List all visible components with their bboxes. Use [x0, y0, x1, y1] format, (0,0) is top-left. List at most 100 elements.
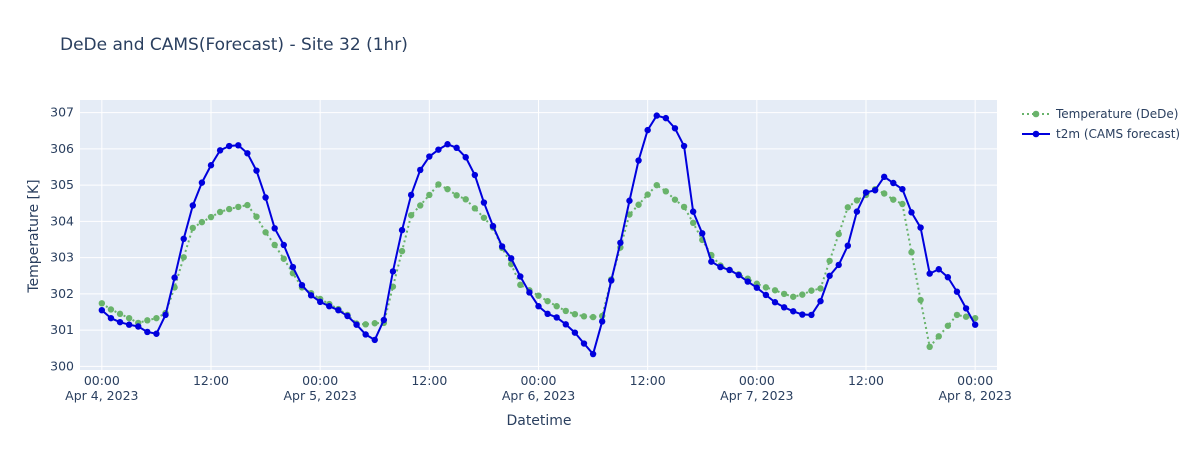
data-point[interactable] [935, 333, 942, 340]
data-point[interactable] [326, 303, 333, 310]
data-point[interactable] [116, 318, 124, 326]
data-point[interactable] [125, 314, 133, 322]
data-point[interactable] [153, 314, 160, 322]
data-point[interactable] [144, 328, 151, 336]
data-point[interactable] [626, 197, 633, 204]
data-point[interactable] [589, 313, 597, 321]
data-point[interactable] [589, 350, 597, 358]
data-point[interactable] [225, 205, 233, 213]
data-point[interactable] [371, 336, 378, 344]
data-point[interactable] [362, 321, 369, 328]
data-point[interactable] [608, 277, 615, 284]
data-point[interactable] [144, 317, 151, 324]
data-point[interactable] [298, 281, 306, 289]
data-point[interactable] [180, 235, 187, 243]
data-point[interactable] [135, 323, 142, 330]
data-point[interactable] [444, 141, 451, 148]
data-point[interactable] [116, 310, 124, 318]
data-point[interactable] [771, 287, 779, 294]
data-point[interactable] [244, 150, 251, 157]
data-point[interactable] [271, 241, 278, 249]
data-point[interactable] [580, 340, 588, 347]
data-point[interactable] [426, 191, 433, 199]
data-point[interactable] [362, 331, 369, 338]
data-point[interactable] [953, 288, 961, 295]
data-point[interactable] [189, 224, 197, 232]
data-point[interactable] [244, 201, 251, 209]
data-point[interactable] [471, 205, 479, 212]
data-point[interactable] [726, 266, 733, 274]
data-point[interactable] [835, 261, 842, 269]
data-point[interactable] [480, 214, 488, 221]
data-point[interactable] [735, 271, 742, 279]
data-point[interactable] [262, 229, 269, 236]
data-point[interactable] [680, 203, 688, 211]
data-point[interactable] [517, 281, 524, 289]
data-point[interactable] [844, 204, 852, 211]
data-point[interactable] [799, 311, 806, 318]
data-point[interactable] [880, 173, 888, 181]
data-point[interactable] [762, 284, 770, 291]
data-point[interactable] [316, 298, 324, 306]
data-point[interactable] [417, 202, 424, 209]
data-point[interactable] [762, 291, 770, 299]
data-point[interactable] [626, 211, 633, 218]
data-point[interactable] [890, 196, 897, 203]
data-point[interactable] [689, 208, 697, 215]
data-point[interactable] [107, 314, 115, 322]
data-point[interactable] [508, 255, 515, 262]
data-point[interactable] [571, 310, 579, 318]
data-point[interactable] [826, 257, 833, 265]
data-point[interactable] [653, 181, 660, 189]
data-point[interactable] [553, 303, 560, 310]
data-point[interactable] [817, 285, 824, 292]
data-point[interactable] [862, 189, 870, 196]
data-point[interactable] [971, 314, 979, 322]
data-point[interactable] [462, 154, 469, 161]
data-point[interactable] [125, 321, 133, 328]
data-point[interactable] [171, 274, 178, 281]
data-point[interactable] [671, 125, 679, 132]
data-point[interactable] [908, 209, 915, 216]
data-point[interactable] [790, 308, 797, 315]
data-point[interactable] [644, 126, 651, 134]
data-point[interactable] [535, 303, 542, 310]
data-point[interactable] [180, 254, 187, 261]
data-point[interactable] [153, 330, 160, 337]
data-point[interactable] [580, 313, 588, 320]
data-point[interactable] [853, 197, 861, 204]
legend-item-dede[interactable]: Temperature (DeDe) [1022, 107, 1178, 121]
data-point[interactable] [571, 329, 579, 336]
data-point[interactable] [799, 291, 806, 298]
data-point[interactable] [899, 185, 906, 193]
data-point[interactable] [971, 321, 979, 328]
data-point[interactable] [780, 290, 788, 298]
data-point[interactable] [271, 225, 278, 232]
data-point[interactable] [344, 312, 351, 320]
data-point[interactable] [235, 203, 242, 211]
data-point[interactable] [771, 299, 779, 306]
data-point[interactable] [480, 199, 488, 206]
data-point[interactable] [653, 112, 660, 119]
data-point[interactable] [880, 190, 888, 197]
data-point[interactable] [562, 321, 569, 328]
data-point[interactable] [926, 270, 933, 277]
data-point[interactable] [708, 258, 715, 265]
data-point[interactable] [98, 307, 106, 314]
data-point[interactable] [835, 230, 842, 238]
data-point[interactable] [471, 171, 479, 179]
data-point[interactable] [426, 153, 433, 160]
data-point[interactable] [944, 274, 952, 281]
data-point[interactable] [162, 311, 169, 319]
data-point[interactable] [826, 272, 833, 279]
data-point[interactable] [407, 212, 415, 219]
data-point[interactable] [699, 230, 706, 237]
data-point[interactable] [107, 306, 115, 313]
data-point[interactable] [435, 181, 442, 188]
data-point[interactable] [253, 167, 260, 174]
data-point[interactable] [225, 142, 233, 150]
data-point[interactable] [544, 310, 551, 318]
data-point[interactable] [926, 343, 933, 351]
data-point[interactable] [435, 146, 442, 153]
data-point[interactable] [753, 284, 761, 291]
